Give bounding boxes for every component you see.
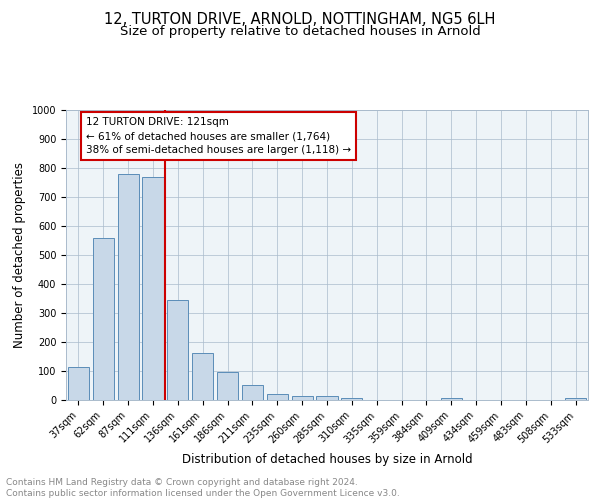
Bar (68, 367, 89, 400)
Bar (441, 398, 462, 400)
Text: 12, TURTON DRIVE, ARNOLD, NOTTINGHAM, NG5 6LH: 12, TURTON DRIVE, ARNOLD, NOTTINGHAM, NG… (104, 12, 496, 28)
Bar (118, 174, 139, 400)
Bar (93, 238, 114, 400)
Bar (267, 394, 288, 400)
Bar (565, 398, 586, 400)
Text: 12 TURTON DRIVE: 121sqm
← 61% of detached houses are smaller (1,764)
38% of semi: 12 TURTON DRIVE: 121sqm ← 61% of detache… (86, 117, 351, 155)
Bar (292, 396, 313, 400)
Bar (192, 354, 213, 400)
Bar (242, 384, 263, 400)
Text: Contains HM Land Registry data © Crown copyright and database right 2024.
Contai: Contains HM Land Registry data © Crown c… (6, 478, 400, 498)
Bar (217, 372, 238, 400)
Bar (316, 396, 338, 400)
Bar (142, 176, 164, 400)
Text: Size of property relative to detached houses in Arnold: Size of property relative to detached ho… (119, 25, 481, 38)
Bar (341, 398, 362, 400)
X-axis label: Distribution of detached houses by size in Arnold: Distribution of detached houses by size … (182, 453, 472, 466)
Bar (167, 300, 188, 400)
Y-axis label: Number of detached properties: Number of detached properties (13, 162, 26, 348)
